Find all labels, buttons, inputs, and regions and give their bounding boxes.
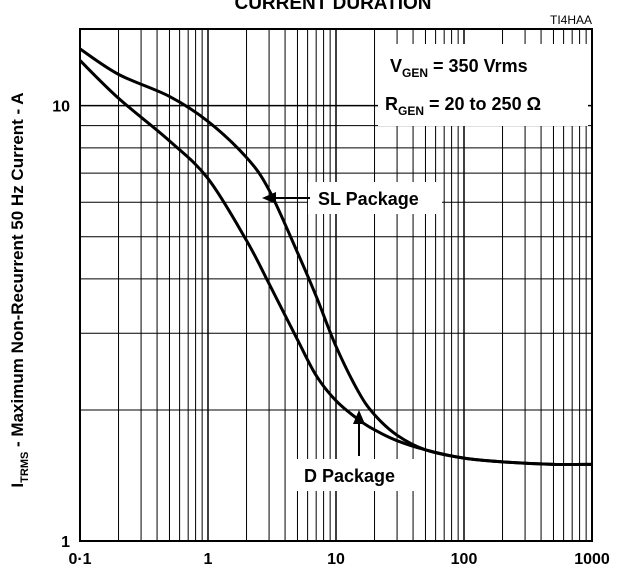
annotation-d: D Package (296, 410, 418, 491)
curves (78, 47, 593, 467)
y-axis-label-pre: I (8, 483, 27, 488)
figure-id: TI4HAA (550, 13, 592, 27)
condition-vgen-rest: = 350 Vrms (428, 56, 528, 76)
condition-vgen: VGEN = 350 Vrms (390, 56, 528, 80)
y-tick-label: 10 (52, 99, 70, 116)
condition-rgen-main: R (385, 94, 398, 114)
y-axis-label: ITRMS - Maximum Non-Recurrent 50 Hz Curr… (8, 92, 31, 487)
condition-rgen: RGEN = 20 to 250 Ω (385, 94, 541, 118)
annotation-d-bg (296, 459, 418, 491)
conditions-box-bg (378, 44, 588, 126)
condition-vgen-main: V (390, 56, 402, 76)
annotation-sl-text: SL Package (318, 189, 419, 209)
series-line-d-package (78, 59, 593, 467)
x-tick-label: 100 (451, 551, 478, 568)
annotation-d-text: D Package (304, 466, 395, 486)
x-tick-label: 10 (327, 551, 345, 568)
x-tick-label: 0·1 (68, 551, 91, 568)
condition-vgen-sub: GEN (402, 66, 428, 80)
annotation-sl-arrowhead (262, 192, 276, 204)
plot-frame (79, 28, 593, 542)
condition-rgen-rest: = 20 to 250 Ω (424, 94, 541, 114)
x-tick-label: 1000 (574, 551, 610, 568)
annotation-sl-bg (308, 182, 442, 214)
conditions-box: VGEN = 350 Vrms RGEN = 20 to 250 Ω (378, 44, 588, 126)
y-tick-label: 1 (61, 534, 70, 551)
x-tick-label: 1 (204, 551, 213, 568)
chart-title: CURRENT DURATION (234, 0, 431, 14)
condition-rgen-sub: GEN (398, 104, 424, 118)
y-axis-label-sub: TRMS (19, 452, 31, 483)
grid (80, 29, 592, 541)
annotation-d-arrowhead (353, 410, 365, 424)
annotation-sl: SL Package (262, 182, 442, 214)
y-axis-label-post: - Maximum Non-Recurrent 50 Hz Current - … (8, 92, 27, 451)
